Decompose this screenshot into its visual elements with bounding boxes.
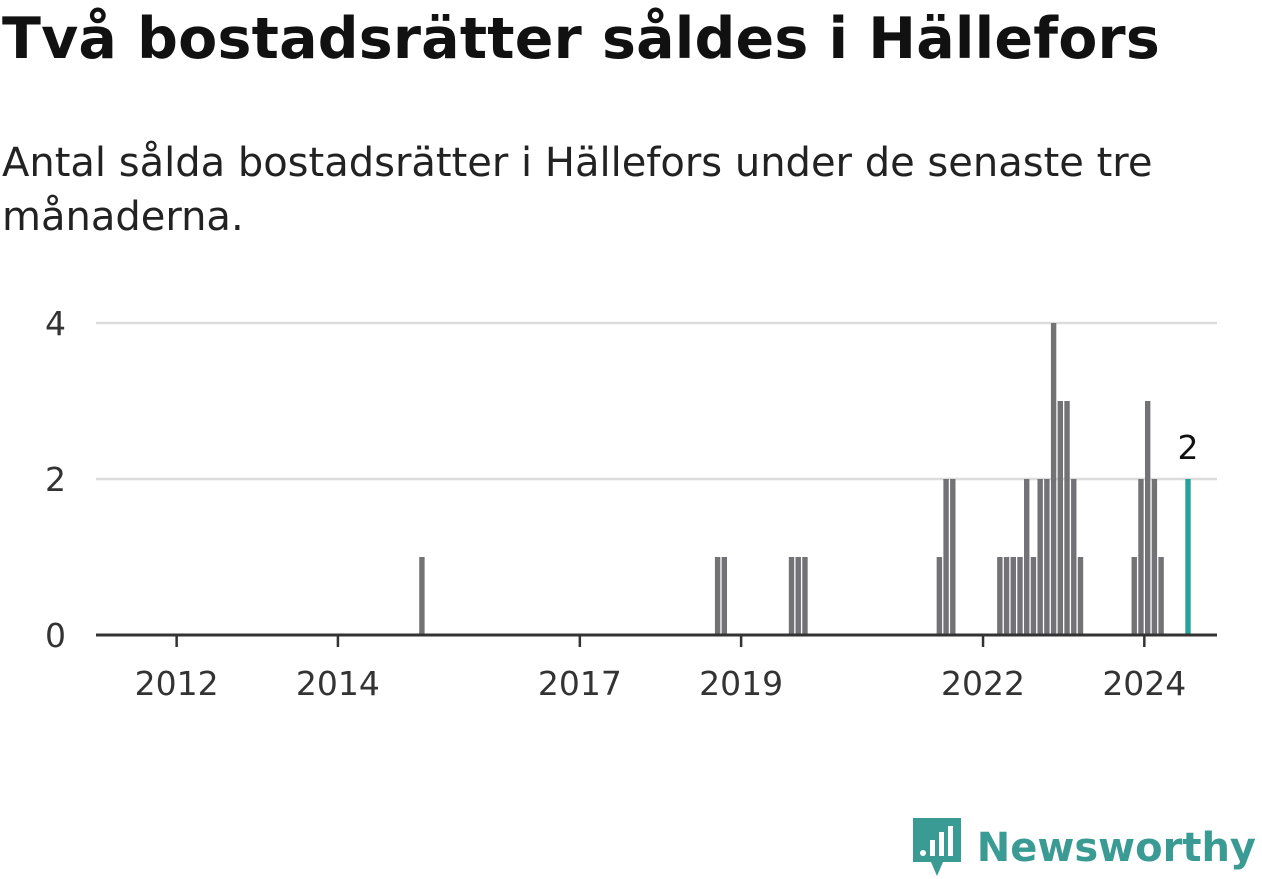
x-tick-label-2017: 2017 xyxy=(538,664,622,703)
y-tick-label-4: 4 xyxy=(45,304,66,343)
bar-2022-12 xyxy=(1057,401,1064,635)
bar-2022-05 xyxy=(1010,557,1016,635)
bar-2023-02 xyxy=(1071,479,1077,635)
brand-name: Newsworthy xyxy=(976,825,1256,871)
bar-2022-04 xyxy=(1003,557,1010,635)
bar-2022-03 xyxy=(997,557,1003,635)
highlighted-bar xyxy=(1185,479,1191,635)
x-tick-label-2022: 2022 xyxy=(941,664,1025,703)
x-tick-label-2012: 2012 xyxy=(135,664,219,703)
bar-2018-10 xyxy=(721,557,728,635)
bar-chart: 0 2 4 2 2012 2014 2017 2019 2022 2024 xyxy=(45,304,1217,703)
x-tick-label-2024: 2024 xyxy=(1102,664,1186,703)
newsworthy-logo-icon xyxy=(912,818,961,876)
bar-2022-08 xyxy=(1030,557,1037,635)
bar-2021-07 xyxy=(943,479,949,635)
bar-2023-01 xyxy=(1064,401,1070,635)
bar-2019-08 xyxy=(788,557,795,635)
y-tick-label-0: 0 xyxy=(45,616,66,655)
bar-2021-06 xyxy=(936,557,943,635)
page-title: Två bostadsrätter såldes i Hällefors xyxy=(2,6,1160,72)
bar-2022-09 xyxy=(1037,479,1043,635)
x-tick-label-2014: 2014 xyxy=(296,664,380,703)
x-tick-label-2019: 2019 xyxy=(699,664,783,703)
bar-2019-10 xyxy=(802,557,808,635)
bar-2019-09 xyxy=(795,557,801,635)
bar-2024-03 xyxy=(1158,557,1164,635)
bar-2022-11 xyxy=(1050,323,1057,635)
bar-2024-02 xyxy=(1151,479,1158,635)
brand-logo: Newsworthy xyxy=(912,818,1256,878)
bar-2018-09 xyxy=(714,557,721,635)
bar-2023-11 xyxy=(1131,557,1137,635)
bar-2023-03 xyxy=(1077,557,1084,635)
bar-2022-07 xyxy=(1024,479,1030,635)
chart-subtitle: Antal sålda bostadsrätter i Hällefors un… xyxy=(2,140,1153,240)
highlight-value-label: 2 xyxy=(1178,428,1199,467)
bar-2015-01 xyxy=(419,557,425,635)
bar-2024-01 xyxy=(1144,401,1151,635)
y-tick-label-2: 2 xyxy=(45,460,66,499)
bar-2023-12 xyxy=(1138,479,1144,635)
bar-2022-10 xyxy=(1044,479,1050,635)
bar-2021-08 xyxy=(950,479,956,635)
bar-2022-06 xyxy=(1017,557,1023,635)
